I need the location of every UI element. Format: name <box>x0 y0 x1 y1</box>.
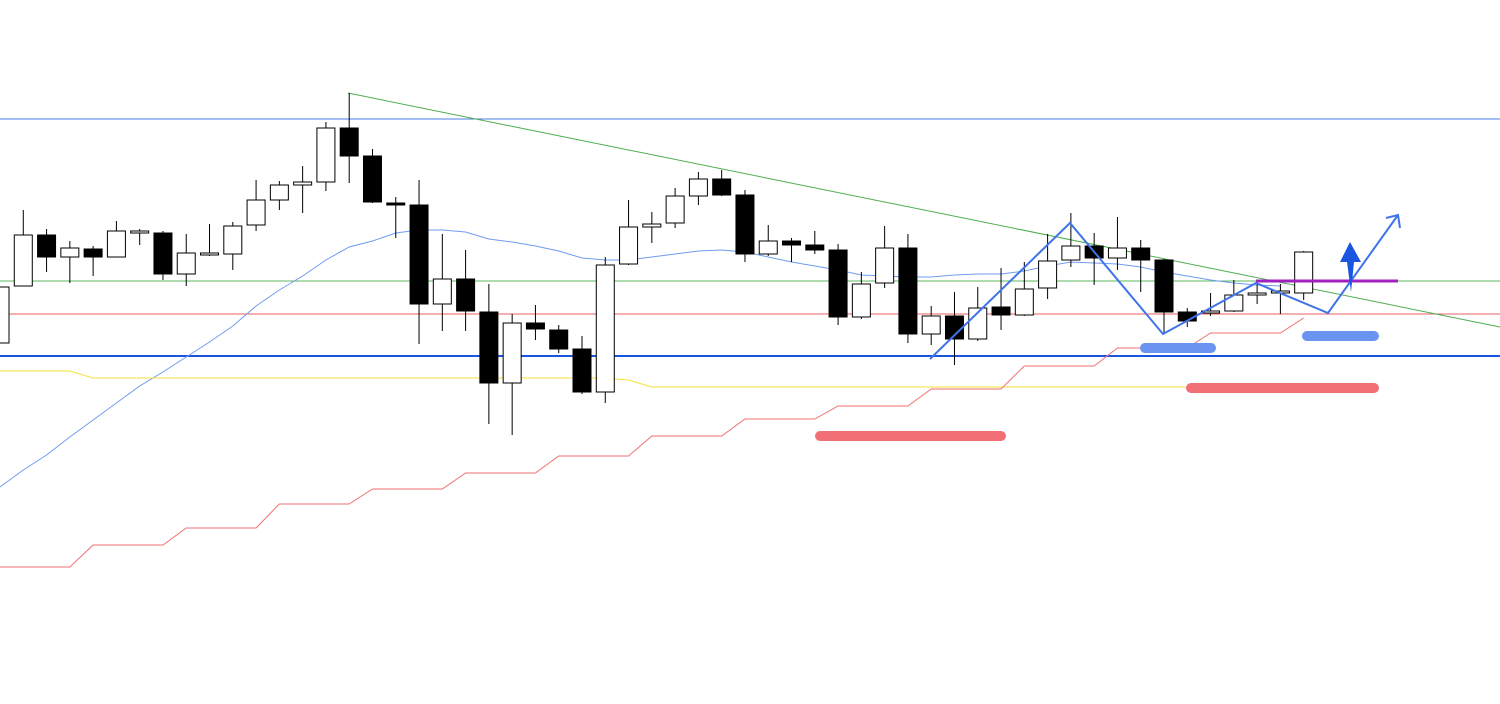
candle-body <box>456 278 476 312</box>
candle-body <box>782 240 802 246</box>
candle-body <box>758 240 778 255</box>
candle-body <box>479 311 499 384</box>
indicator-line <box>0 370 1304 388</box>
candle-body <box>1038 260 1058 289</box>
levels <box>0 92 1500 357</box>
candle-body <box>176 252 196 275</box>
candle-body <box>898 247 918 335</box>
candle-body <box>130 230 150 234</box>
zigzag <box>929 214 1399 360</box>
candle-body <box>572 348 592 393</box>
candle-body <box>875 247 895 284</box>
candle-body <box>991 306 1011 316</box>
candle-body <box>805 244 825 251</box>
candle-body <box>1224 294 1244 312</box>
candle-body <box>665 195 685 224</box>
candle-body <box>386 202 406 206</box>
candle-body <box>0 286 10 344</box>
candle-body <box>735 194 755 255</box>
candle-body <box>339 127 359 157</box>
candle-body <box>1154 259 1174 313</box>
candle-body <box>828 249 848 318</box>
candle-body <box>432 278 452 305</box>
candle-body <box>13 234 33 287</box>
candle-body <box>1061 245 1081 261</box>
candle-body <box>549 329 569 350</box>
indicator-line <box>0 229 1281 488</box>
candle-body <box>83 248 103 258</box>
candle-body <box>688 178 708 197</box>
candle-body <box>362 155 382 203</box>
candle-body <box>223 225 243 255</box>
candle-body <box>293 181 313 186</box>
candle-body <box>316 127 336 183</box>
zigzag-arrowhead <box>1385 213 1401 229</box>
candle-body <box>921 315 941 335</box>
candle-body <box>1247 292 1267 296</box>
indicator-lines <box>0 229 1304 568</box>
annotations <box>815 213 1401 441</box>
candles <box>0 93 1314 435</box>
candle-body <box>525 322 545 330</box>
candle-body <box>851 283 871 318</box>
trend-line <box>347 92 1500 328</box>
candle-body <box>642 223 662 228</box>
candle-body <box>1131 247 1151 261</box>
candle-body <box>595 264 615 393</box>
candle-body <box>1294 251 1314 294</box>
up-arrow <box>1340 242 1361 292</box>
candle-body <box>60 247 80 258</box>
candle-body <box>502 322 522 384</box>
candle-body <box>246 199 266 226</box>
candle-body <box>1014 288 1034 316</box>
candle-body <box>409 204 429 305</box>
indicator-line <box>0 317 1304 568</box>
candle-body <box>1107 247 1127 259</box>
candle-body <box>200 252 220 256</box>
candle-body <box>269 184 289 201</box>
candle-body <box>106 230 126 258</box>
candle-body <box>153 232 173 275</box>
candle-body <box>619 226 639 265</box>
candle-body <box>712 178 732 196</box>
candle-body <box>37 234 57 258</box>
